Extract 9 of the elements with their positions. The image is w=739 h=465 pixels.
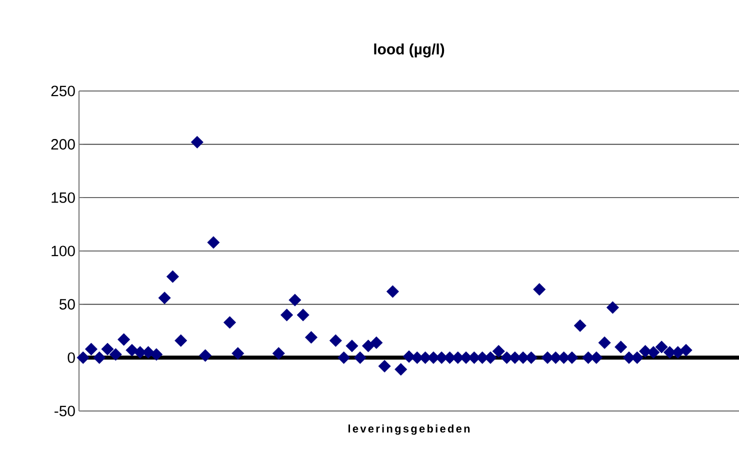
y-tick-label: 50	[59, 299, 75, 310]
y-tick-label: 150	[52, 192, 75, 203]
y-tick-label: -50	[54, 406, 75, 416]
y-tick-label: 0	[68, 352, 75, 363]
chart-title: lood (µg/l)	[374, 43, 444, 58]
x-axis-title: leveringsgebieden	[348, 424, 470, 435]
y-tick-label: 200	[51, 139, 75, 150]
y-tick-label: 100	[52, 246, 75, 256]
y-tick-label: 250	[51, 86, 75, 96]
